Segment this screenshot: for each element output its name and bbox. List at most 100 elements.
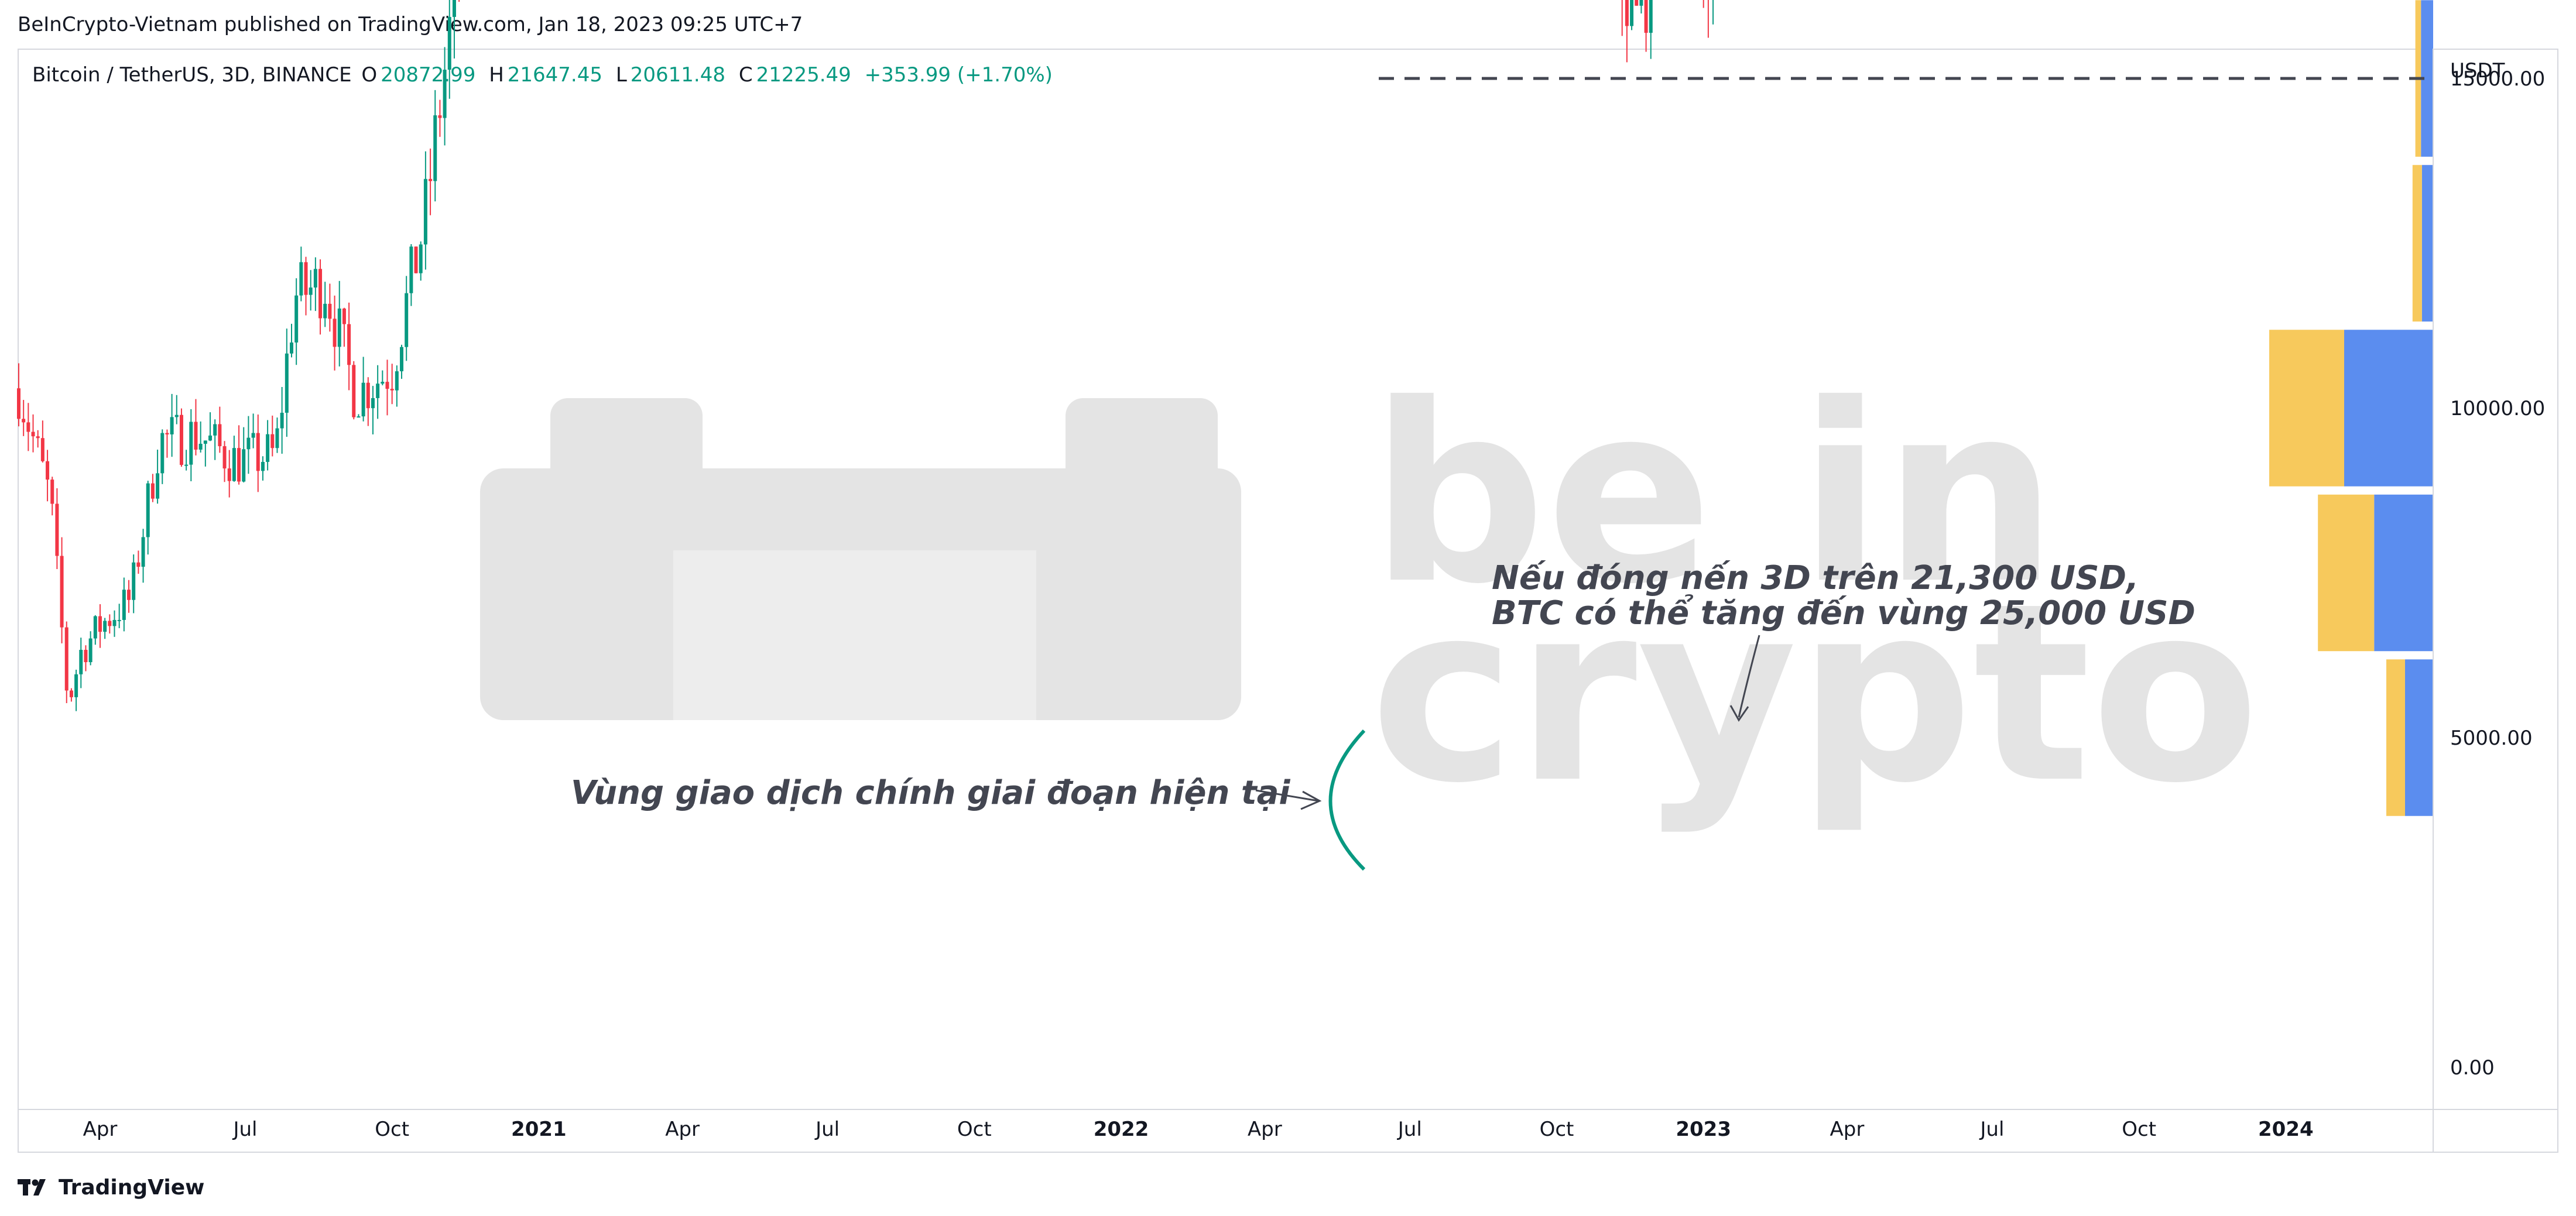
candle-body	[55, 503, 59, 556]
candle-body	[218, 424, 222, 447]
symbol-legend: Bitcoin / TetherUS, 3D, BINANCE O 20872.9…	[32, 63, 1056, 87]
candle-body	[108, 621, 112, 626]
annotation-target-line2[interactable]: BTC có thể tăng đến vùng 25,000 USD	[1492, 594, 2195, 632]
candle-body	[36, 436, 40, 439]
candle-body	[333, 318, 337, 347]
volume-profile	[2269, 0, 2433, 816]
candle-body	[294, 295, 299, 343]
legend-symbol[interactable]: Bitcoin / TetherUS, 3D, BINANCE	[32, 63, 352, 87]
candle-body	[156, 473, 160, 499]
candle-body	[64, 627, 68, 691]
candle-body	[337, 309, 341, 347]
candle-body	[174, 415, 179, 417]
candle-body	[227, 468, 231, 481]
watermark-text-line2: crypto	[1370, 551, 2260, 837]
candle-body	[366, 382, 370, 409]
footer[interactable]: TradingView	[18, 1173, 204, 1202]
candle-body	[400, 347, 404, 372]
candle-body	[31, 431, 35, 437]
zone-arrow-head	[1300, 790, 1322, 810]
candle-body	[84, 649, 88, 662]
candle-body	[285, 353, 289, 413]
candle-body	[1635, 0, 1639, 6]
candle-body	[117, 619, 121, 621]
candle-body	[132, 562, 136, 600]
time-tick-label: 2021	[511, 1118, 567, 1141]
candle-body	[189, 422, 193, 465]
watermark-logo-block	[550, 398, 703, 550]
candle-body	[270, 434, 275, 448]
candle-body	[184, 464, 189, 466]
candle-body	[22, 419, 26, 423]
tradingview-brand: TradingView	[59, 1175, 205, 1200]
candle-body	[405, 293, 409, 347]
candle-body	[203, 440, 207, 444]
legend-open-value: 20872.99	[381, 63, 476, 87]
candle-body	[146, 483, 150, 537]
candle-body	[352, 365, 356, 417]
candle-body	[112, 619, 117, 626]
time-tick-label: Apr	[83, 1118, 118, 1141]
candle-body	[304, 262, 308, 295]
candle-body	[433, 115, 437, 181]
annotation-shapes	[1255, 635, 1760, 871]
candle-body	[170, 417, 174, 434]
volume-profile-up-bar	[2344, 330, 2433, 487]
candle-body	[452, 0, 456, 17]
time-tick-label: Oct	[957, 1118, 992, 1141]
publish-header: BeInCrypto-Vietnam published on TradingV…	[18, 13, 803, 36]
candle-body	[232, 448, 236, 481]
candles	[17, 0, 1714, 711]
candle-body	[1630, 0, 1634, 26]
price-tick-label: 5000.00	[2450, 727, 2533, 750]
candle-body	[93, 616, 97, 639]
candle-body	[141, 537, 145, 567]
candle-body	[165, 433, 169, 434]
candle-body	[136, 562, 141, 567]
time-tick-label: Apr	[1248, 1118, 1282, 1141]
candle-body	[395, 371, 399, 391]
candle-body	[275, 428, 279, 448]
volume-profile-up-bar	[2421, 165, 2433, 322]
annotation-zone[interactable]: Vùng giao dịch chính giai đoạn hiện tại	[571, 774, 1290, 812]
target-arrow	[1738, 635, 1760, 718]
candle-body	[376, 383, 380, 398]
zone-arrow	[1255, 789, 1319, 802]
legend-close-label: C	[738, 63, 753, 87]
zone-bracket	[1328, 729, 1366, 871]
candle-body	[88, 638, 93, 662]
target-arrow-head	[1729, 705, 1749, 722]
candle-body	[1649, 0, 1653, 33]
candle-body	[69, 690, 73, 697]
candle-body	[256, 433, 260, 471]
watermark-logo-block	[1066, 398, 1218, 550]
candle-body	[208, 435, 213, 441]
annotation-target-line1[interactable]: Nếu đóng nến 3D trên 21,300 USD,	[1492, 559, 2139, 597]
candle-body	[1639, 0, 1643, 6]
volume-profile-down-bar	[2412, 165, 2422, 322]
candle-body	[46, 461, 50, 480]
time-tick-label: Oct	[2122, 1118, 2156, 1141]
horizontal-lines	[1379, 77, 2433, 80]
candle-body	[179, 415, 183, 465]
candle-body	[429, 179, 433, 181]
candle-body	[347, 324, 351, 365]
candle-body	[323, 303, 327, 318]
candle-body	[438, 115, 442, 118]
price-tick-label: 0.00	[2450, 1056, 2495, 1080]
candle-body	[50, 479, 54, 504]
time-tick-label: 2023	[1676, 1118, 1731, 1141]
candle-body	[443, 70, 447, 118]
candle-body	[328, 303, 332, 319]
price-tick-label: 15000.00	[2450, 67, 2545, 91]
volume-profile-down-bar	[2269, 330, 2344, 487]
candle-body	[357, 416, 361, 418]
chart-frame	[18, 49, 2558, 1153]
candle-body	[127, 590, 131, 600]
candle-body	[414, 246, 418, 273]
time-tick-label: Jul	[1397, 1118, 1422, 1141]
time-tick-label: Jul	[232, 1118, 257, 1141]
candle-body	[122, 590, 126, 620]
candle-body	[150, 483, 155, 499]
